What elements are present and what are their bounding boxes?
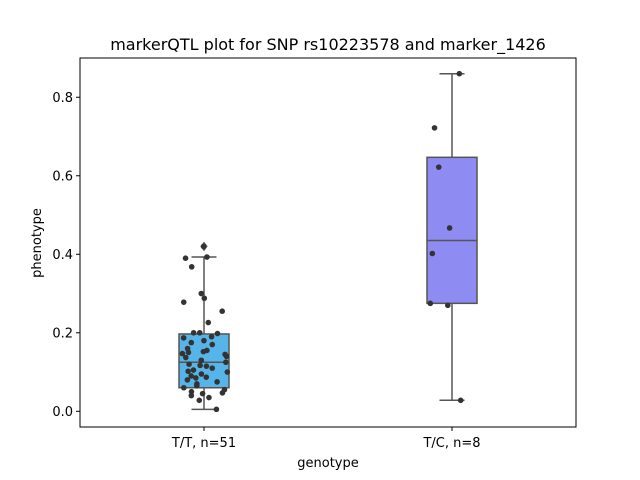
data-point <box>446 225 453 231</box>
data-point <box>188 373 194 379</box>
data-point <box>194 382 200 389</box>
data-point <box>196 397 203 404</box>
data-point <box>198 290 205 297</box>
data-point <box>208 333 215 340</box>
data-point <box>224 369 231 375</box>
data-point <box>203 374 210 380</box>
data-point <box>205 319 212 326</box>
box-tt <box>178 241 230 411</box>
data-point <box>203 363 210 369</box>
data-point <box>201 295 208 302</box>
box-iqr <box>426 156 478 305</box>
data-point <box>219 308 225 314</box>
data-point <box>179 350 186 357</box>
data-point <box>209 365 216 371</box>
plot-area <box>178 70 478 413</box>
plot-frame <box>79 57 577 428</box>
data-point <box>457 397 464 404</box>
data-point <box>199 390 206 397</box>
data-point <box>206 394 212 401</box>
data-point <box>198 371 205 377</box>
data-point <box>180 299 187 305</box>
data-point <box>197 362 203 369</box>
y-tick-label: 0.0 <box>52 405 73 420</box>
data-point <box>182 354 189 361</box>
data-point <box>209 341 216 348</box>
data-point <box>204 254 210 260</box>
data-point <box>185 368 191 375</box>
data-point <box>427 300 434 307</box>
x-tick-label: T/T, n=51 <box>171 436 236 451</box>
data-point <box>182 255 189 262</box>
data-point <box>223 359 229 366</box>
data-point <box>190 367 197 373</box>
data-point <box>213 406 220 413</box>
data-point <box>223 353 230 360</box>
data-point <box>188 392 195 399</box>
data-point <box>188 388 195 395</box>
data-point <box>193 375 199 381</box>
x-tick-label: T/C, n=8 <box>422 436 480 451</box>
y-tick-label: 0.2 <box>52 326 73 341</box>
data-point <box>444 302 451 309</box>
data-point <box>196 329 203 336</box>
data-point <box>186 361 192 367</box>
box-tc <box>426 72 478 402</box>
data-point <box>214 379 220 385</box>
data-point <box>429 250 436 257</box>
data-point <box>181 384 187 391</box>
data-point <box>214 330 221 337</box>
data-point <box>188 264 195 270</box>
data-point <box>180 335 187 341</box>
data-point <box>435 164 442 170</box>
data-point <box>200 243 207 250</box>
data-point <box>456 70 463 77</box>
data-point <box>219 390 226 396</box>
data-point <box>431 125 438 131</box>
data-point <box>198 357 205 364</box>
data-point <box>200 348 207 355</box>
chart-title: markerQTL plot for SNP rs10223578 and ma… <box>110 35 546 55</box>
data-point <box>188 339 195 346</box>
y-tick-label: 0.6 <box>52 169 73 184</box>
x-axis-label: genotype <box>297 456 358 471</box>
y-tick-label: 0.4 <box>52 248 73 263</box>
y-axis-label: phenotype <box>30 208 45 278</box>
data-point <box>201 337 207 344</box>
axes: 0.0 0.2 0.4 0.6 0.8 T/T, n=51 T/C, n=8 <box>52 91 480 451</box>
data-point <box>184 377 191 383</box>
data-point <box>190 329 197 336</box>
y-tick-label: 0.8 <box>52 91 73 106</box>
data-point <box>185 349 192 356</box>
